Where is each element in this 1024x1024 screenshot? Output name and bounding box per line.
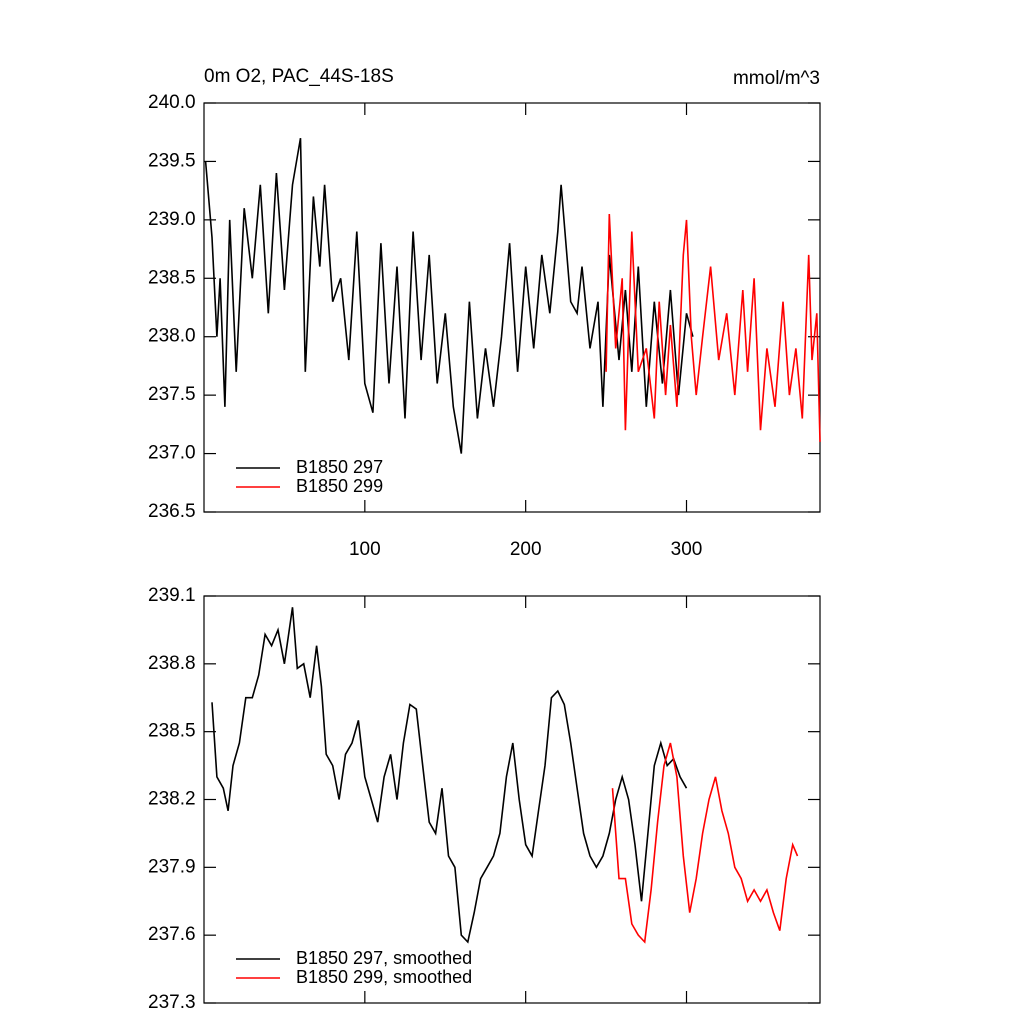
y-tick-label: 238.5 [148, 721, 196, 742]
units-label: mmol/m^3 [733, 68, 820, 89]
plot-frame [203, 102, 821, 513]
y-tick-label: 239.1 [148, 585, 196, 606]
y-tick-label: 238.5 [148, 267, 196, 288]
legend-label: B1850 297, smoothed [296, 948, 472, 968]
y-tick-label: 238.8 [148, 653, 196, 674]
y-tick-label: 239.5 [148, 150, 196, 171]
legend-label: B1850 297 [296, 457, 383, 477]
legend-label: B1850 299 [296, 476, 383, 496]
y-tick-label: 237.9 [148, 856, 196, 877]
series-line [605, 213, 821, 442]
legend-label: B1850 299, smoothed [296, 967, 472, 987]
y-tick-label: 237.3 [148, 992, 196, 1013]
y-tick-label: 237.6 [148, 924, 196, 945]
x-tick-label: 200 [510, 539, 542, 560]
series-line [204, 137, 694, 454]
y-tick-label: 238.0 [148, 326, 196, 347]
y-tick-label: 238.2 [148, 789, 196, 810]
x-tick-label: 300 [671, 539, 703, 560]
y-tick-label: 237.0 [148, 443, 196, 464]
series-line [211, 607, 688, 944]
chart-title: 0m O2, PAC_44S-18S [204, 66, 394, 87]
y-tick-label: 236.5 [148, 501, 196, 522]
y-tick-label: 237.5 [148, 384, 196, 405]
y-tick-label: 239.0 [148, 209, 196, 230]
y-tick-label: 240.0 [148, 92, 196, 113]
x-tick-label: 100 [349, 539, 381, 560]
series-line [611, 742, 799, 944]
